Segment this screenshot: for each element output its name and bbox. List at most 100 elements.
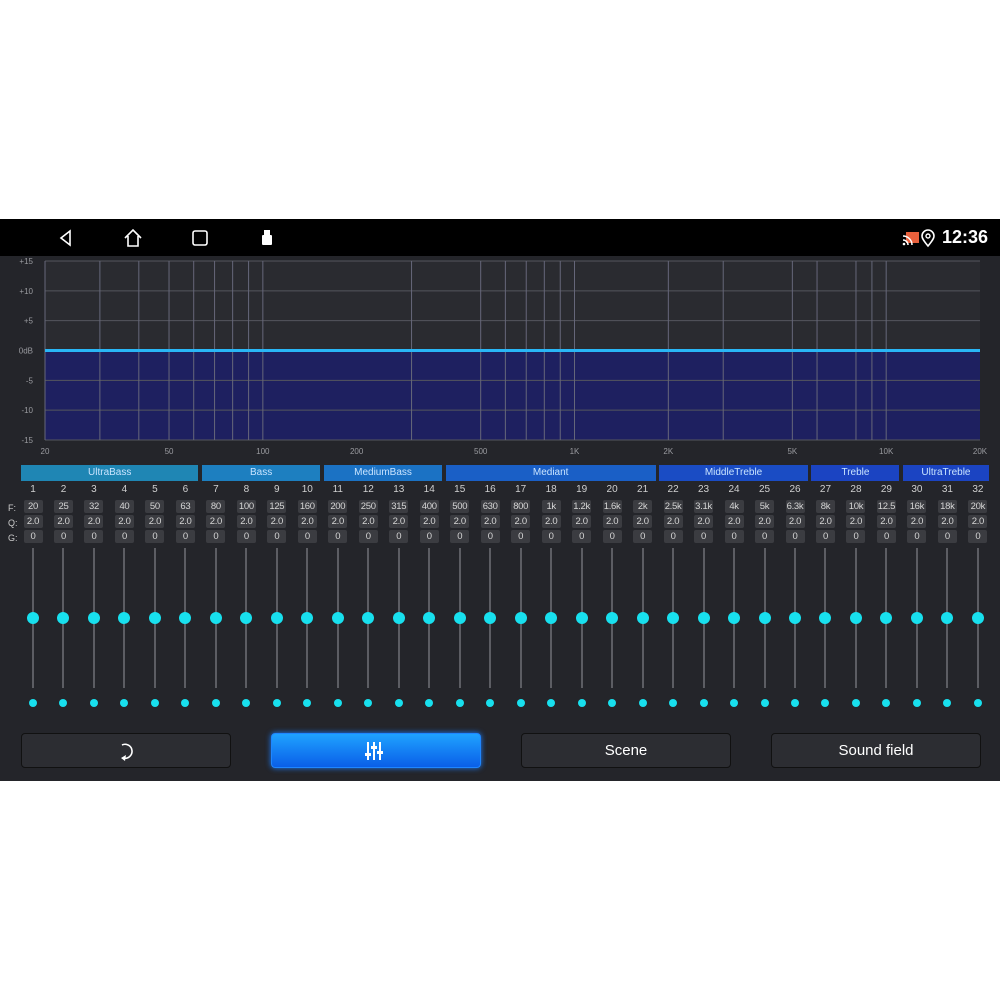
slider-knob[interactable]	[606, 612, 619, 624]
slider-knob[interactable]	[148, 612, 161, 624]
freq-field[interactable]: 2k	[633, 500, 653, 513]
freq-field[interactable]: 4k	[724, 500, 744, 513]
gain-field[interactable]: 0	[572, 530, 592, 543]
gain-field[interactable]: 0	[328, 530, 348, 543]
gain-field[interactable]: 0	[84, 530, 104, 543]
gain-field[interactable]: 0	[236, 530, 256, 543]
home-icon[interactable]	[122, 227, 144, 249]
freq-field[interactable]: 160	[297, 500, 317, 513]
freq-field[interactable]: 10k	[846, 500, 866, 513]
slider-knob[interactable]	[453, 612, 466, 624]
freq-field[interactable]: 500	[450, 500, 470, 513]
band-group-ultrabass[interactable]: UltraBass	[21, 465, 199, 481]
band-group-mediant[interactable]: Mediant	[445, 465, 656, 481]
slider-knob[interactable]	[179, 612, 192, 624]
gain-field[interactable]: 0	[755, 530, 775, 543]
q-field[interactable]: 2.0	[389, 515, 409, 528]
q-field[interactable]: 2.0	[937, 515, 957, 528]
gain-field[interactable]: 0	[724, 530, 744, 543]
q-field[interactable]: 2.0	[236, 515, 256, 528]
sound-field-button[interactable]: Sound field	[771, 733, 981, 768]
q-field[interactable]: 2.0	[419, 515, 439, 528]
gain-field[interactable]: 0	[968, 530, 988, 543]
freq-field[interactable]: 25	[53, 500, 73, 513]
reset-button[interactable]	[21, 733, 231, 768]
gain-field[interactable]: 0	[175, 530, 195, 543]
equalizer-button[interactable]	[271, 733, 481, 768]
gain-field[interactable]: 0	[815, 530, 835, 543]
freq-field[interactable]: 20k	[968, 500, 988, 513]
slider-knob[interactable]	[758, 612, 771, 624]
slider-knob[interactable]	[941, 612, 954, 624]
freq-field[interactable]: 32	[84, 500, 104, 513]
back-icon[interactable]	[55, 227, 77, 249]
q-field[interactable]: 2.0	[907, 515, 927, 528]
freq-field[interactable]: 18k	[937, 500, 957, 513]
slider-knob[interactable]	[789, 612, 801, 624]
slider-knob[interactable]	[423, 612, 436, 624]
q-field[interactable]: 2.0	[968, 515, 988, 528]
q-field[interactable]: 2.0	[450, 515, 470, 528]
q-field[interactable]: 2.0	[328, 515, 348, 528]
slider-knob[interactable]	[118, 612, 131, 624]
q-field[interactable]: 2.0	[876, 515, 896, 528]
gain-field[interactable]: 0	[937, 530, 957, 543]
freq-field[interactable]: 630	[480, 500, 500, 513]
slider-knob[interactable]	[728, 612, 741, 624]
gain-field[interactable]: 0	[541, 530, 561, 543]
gain-field[interactable]: 0	[419, 530, 439, 543]
q-field[interactable]: 2.0	[206, 515, 226, 528]
slider-knob[interactable]	[87, 612, 100, 624]
q-field[interactable]: 2.0	[815, 515, 835, 528]
q-field[interactable]: 2.0	[114, 515, 134, 528]
slider-knob[interactable]	[484, 612, 497, 624]
freq-field[interactable]: 800	[511, 500, 531, 513]
freq-field[interactable]: 63	[175, 500, 195, 513]
q-field[interactable]: 2.0	[480, 515, 500, 528]
slider-knob[interactable]	[849, 612, 862, 624]
band-group-mediumbass[interactable]: MediumBass	[323, 465, 443, 481]
slider-knob[interactable]	[209, 612, 222, 624]
freq-field[interactable]: 3.1k	[694, 500, 714, 513]
q-field[interactable]: 2.0	[267, 515, 287, 528]
freq-field[interactable]: 12.5	[876, 500, 896, 513]
gain-field[interactable]: 0	[633, 530, 653, 543]
gain-field[interactable]: 0	[785, 530, 805, 543]
freq-field[interactable]: 400	[419, 500, 439, 513]
freq-field[interactable]: 1k	[541, 500, 561, 513]
slider-knob[interactable]	[392, 612, 405, 624]
gain-field[interactable]: 0	[206, 530, 226, 543]
q-field[interactable]: 2.0	[724, 515, 744, 528]
gain-field[interactable]: 0	[114, 530, 134, 543]
slider-knob[interactable]	[362, 612, 375, 624]
gain-field[interactable]: 0	[480, 530, 500, 543]
gain-field[interactable]: 0	[846, 530, 866, 543]
band-group-bass[interactable]: Bass	[201, 465, 321, 481]
freq-field[interactable]: 8k	[815, 500, 835, 513]
gain-field[interactable]: 0	[53, 530, 73, 543]
slider-knob[interactable]	[880, 612, 893, 624]
q-field[interactable]: 2.0	[785, 515, 805, 528]
slider-knob[interactable]	[667, 612, 680, 624]
gain-field[interactable]: 0	[450, 530, 470, 543]
freq-field[interactable]: 125	[267, 500, 287, 513]
q-field[interactable]: 2.0	[297, 515, 317, 528]
freq-field[interactable]: 50	[145, 500, 165, 513]
gain-field[interactable]: 0	[663, 530, 683, 543]
gain-field[interactable]: 0	[23, 530, 43, 543]
slider-knob[interactable]	[636, 612, 649, 624]
q-field[interactable]: 2.0	[145, 515, 165, 528]
q-field[interactable]: 2.0	[53, 515, 73, 528]
recents-icon[interactable]	[189, 227, 211, 249]
q-field[interactable]: 2.0	[511, 515, 531, 528]
freq-field[interactable]: 6.3k	[785, 500, 805, 513]
q-field[interactable]: 2.0	[846, 515, 866, 528]
q-field[interactable]: 2.0	[633, 515, 653, 528]
gain-field[interactable]: 0	[602, 530, 622, 543]
q-field[interactable]: 2.0	[175, 515, 195, 528]
slider-knob[interactable]	[697, 612, 710, 624]
band-group-middletreble[interactable]: MiddleTreble	[659, 465, 808, 481]
slider-knob[interactable]	[301, 612, 314, 624]
band-group-ultratreble[interactable]: UltraTreble	[902, 465, 989, 481]
freq-field[interactable]: 20	[23, 500, 43, 513]
